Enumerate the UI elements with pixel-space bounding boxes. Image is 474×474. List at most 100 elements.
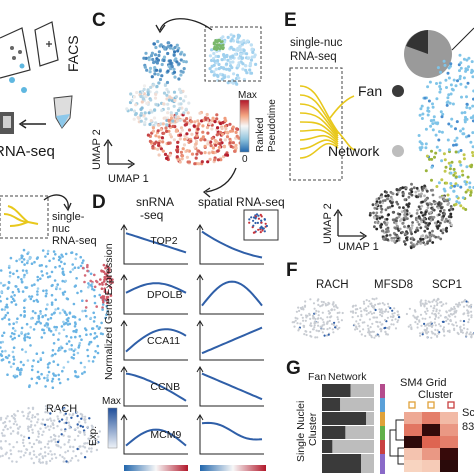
umap-point <box>438 90 442 94</box>
axis-arrow-icon <box>196 274 204 281</box>
umap-point <box>449 171 453 175</box>
umap-point <box>83 274 87 277</box>
gene-umap-point <box>439 325 442 328</box>
pseudotime-point <box>160 108 164 113</box>
lineage-branch <box>337 131 357 151</box>
expression-point <box>66 449 70 453</box>
expression-point <box>31 416 34 419</box>
umap-point <box>5 297 9 301</box>
umap-point <box>77 266 80 270</box>
umap-point <box>452 78 456 82</box>
pseudotime-point <box>208 67 212 71</box>
umap-point <box>73 330 76 333</box>
umap-point <box>447 76 451 80</box>
pseudotime-point <box>183 137 187 141</box>
umap-point <box>52 342 56 345</box>
umap-point <box>16 317 19 321</box>
umap-point <box>387 213 390 217</box>
umap-point <box>67 340 71 343</box>
pseudotime-point <box>151 126 155 130</box>
gene-umap-point <box>439 314 442 317</box>
pseudotime-point <box>199 151 203 155</box>
lineage-branch <box>299 103 339 137</box>
umap-point <box>391 218 395 222</box>
pseudotime-point <box>149 54 154 58</box>
expression-point <box>85 450 89 453</box>
umap-point <box>405 203 409 207</box>
umap-point <box>376 215 379 218</box>
gene-umap-point <box>318 329 321 333</box>
pseudotime-point <box>160 62 164 67</box>
umap-point <box>87 282 90 285</box>
umap-point <box>40 270 43 273</box>
pseudotime-point <box>237 76 241 80</box>
pseudotime-point <box>222 46 225 50</box>
gene-umap-point <box>324 304 328 307</box>
pseudotime-point <box>173 50 177 54</box>
pseudotime-point <box>151 129 155 133</box>
umap-point <box>37 320 41 323</box>
gene-umap-point <box>363 308 366 311</box>
gene-umap-point <box>319 317 322 320</box>
umap-point <box>376 221 380 225</box>
pseudotime-point <box>162 58 166 63</box>
umap-point <box>22 275 26 279</box>
umap-point <box>52 250 56 253</box>
umap-point <box>390 198 394 202</box>
expression-point <box>39 427 42 430</box>
gene-umap-point <box>371 306 375 309</box>
pseudotime-point <box>248 63 252 67</box>
fan-bar <box>322 398 341 411</box>
umap-point <box>35 381 38 385</box>
gene-umap-point <box>373 298 376 301</box>
umap-point <box>61 255 64 258</box>
umap-point <box>439 202 443 206</box>
pseudotime-point <box>187 160 191 164</box>
inset-point <box>263 218 266 221</box>
umap-point <box>410 226 414 230</box>
umap-point <box>50 313 54 316</box>
umap-point <box>15 259 18 263</box>
gene-umap-point <box>396 313 399 317</box>
pseudotime-point <box>150 51 154 55</box>
umap-point <box>460 169 464 173</box>
expression-point <box>23 435 26 438</box>
umap-point <box>7 354 11 357</box>
umap-point <box>39 322 42 325</box>
umap-point <box>101 306 104 309</box>
pseudotime-point <box>231 125 235 129</box>
umap-point <box>434 121 438 125</box>
pseudotime-point <box>186 111 190 115</box>
umap-point <box>449 212 453 216</box>
umap-point <box>430 178 433 182</box>
umap-point <box>50 380 54 383</box>
expression-point <box>15 460 18 463</box>
gene-umap-point <box>322 301 325 304</box>
gene-umap-point <box>442 326 446 329</box>
umap-point <box>466 81 470 85</box>
pseudotime-point <box>219 158 223 162</box>
pseudotime-point <box>249 43 253 47</box>
umap-point <box>432 199 436 203</box>
umap-point <box>384 208 388 212</box>
gene-umap-point <box>433 313 436 316</box>
expression-point <box>78 420 81 424</box>
pseudotime-point <box>241 56 245 60</box>
umap-point <box>61 279 64 283</box>
umap-point <box>410 187 414 191</box>
gene-umap-point <box>319 305 322 308</box>
gene-umap-point <box>419 304 423 307</box>
umap-point <box>44 255 47 258</box>
umap-point <box>402 192 405 196</box>
gene-umap-point <box>426 336 429 339</box>
umap-point <box>111 278 114 281</box>
umap-point <box>446 219 449 223</box>
umap-point <box>93 273 96 277</box>
umap-point <box>12 355 15 359</box>
umap-point <box>92 288 96 292</box>
umap-point <box>411 221 414 224</box>
panel-e: E single-nuc RNA-seq Fan Network UMAP 2 … <box>284 10 474 253</box>
umap-point <box>73 325 77 328</box>
expression-point <box>87 437 90 440</box>
umap-point <box>86 348 89 352</box>
